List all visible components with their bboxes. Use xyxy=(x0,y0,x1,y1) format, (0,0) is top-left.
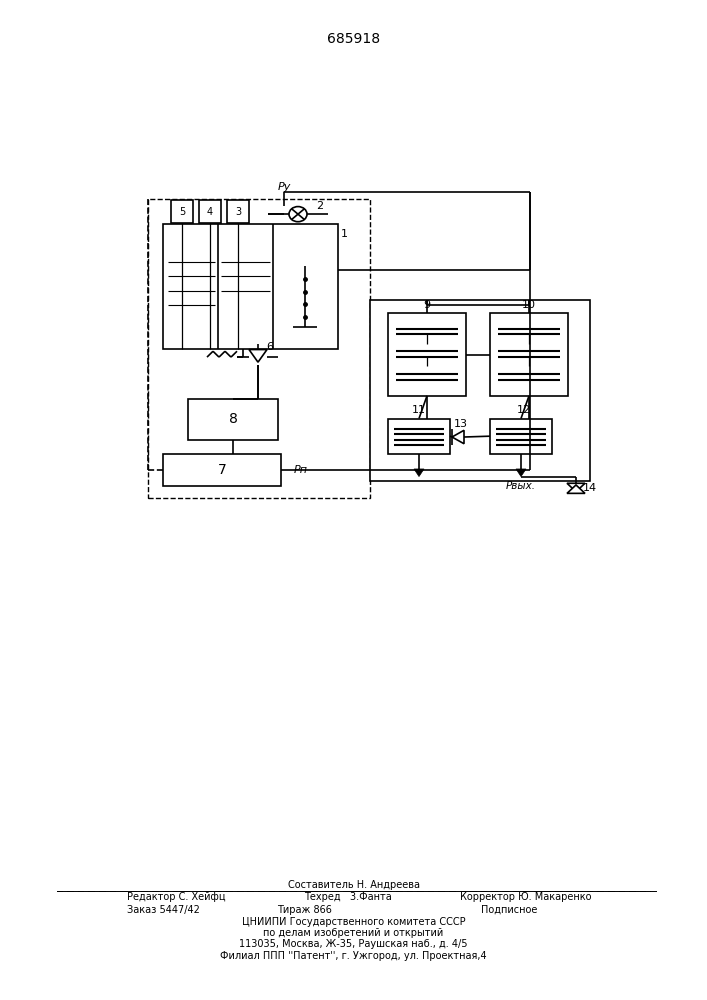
Bar xyxy=(370,300,590,481)
Text: ЦНИИПИ Государственного комитета СССР: ЦНИИПИ Государственного комитета СССР xyxy=(242,917,465,927)
Polygon shape xyxy=(452,430,464,444)
Text: 685918: 685918 xyxy=(327,32,380,46)
Text: Подписное: Подписное xyxy=(481,905,537,915)
Bar xyxy=(163,454,281,486)
Text: 1: 1 xyxy=(341,229,348,239)
Polygon shape xyxy=(567,485,585,493)
Text: 13: 13 xyxy=(454,419,468,429)
Text: Рвых.: Рвых. xyxy=(506,481,536,491)
Bar xyxy=(490,313,568,396)
Polygon shape xyxy=(516,469,526,477)
Bar xyxy=(227,200,249,223)
Text: 4: 4 xyxy=(207,207,213,217)
Text: 10: 10 xyxy=(522,300,536,310)
Polygon shape xyxy=(567,483,585,492)
Bar xyxy=(388,313,466,396)
Text: 11: 11 xyxy=(412,405,426,415)
Text: 9: 9 xyxy=(423,300,431,310)
Circle shape xyxy=(289,207,307,222)
Bar xyxy=(148,199,370,498)
Text: Корректор Ю. Макаренко: Корректор Ю. Макаренко xyxy=(460,892,591,902)
Bar xyxy=(199,200,221,223)
Text: Тираж 866: Тираж 866 xyxy=(276,905,332,915)
Text: 5: 5 xyxy=(179,207,185,217)
Text: 7: 7 xyxy=(218,463,226,477)
Text: Техред   3.Фанта: Техред 3.Фанта xyxy=(304,892,392,902)
Text: 3: 3 xyxy=(235,207,241,217)
Polygon shape xyxy=(414,469,424,477)
Bar xyxy=(188,399,278,440)
Text: Филиал ППП ''Патент'', г. Ужгород, ул. Проектная,4: Филиал ППП ''Патент'', г. Ужгород, ул. П… xyxy=(220,951,487,961)
Text: 14: 14 xyxy=(583,483,597,493)
Bar xyxy=(163,224,338,349)
Text: по делам изобретений и открытий: по делам изобретений и открытий xyxy=(264,928,443,938)
Polygon shape xyxy=(249,350,267,362)
Text: Составитель Н. Андреева: Составитель Н. Андреева xyxy=(288,880,419,890)
Text: Ру: Ру xyxy=(277,182,291,192)
Text: 2: 2 xyxy=(317,201,324,211)
Text: 8: 8 xyxy=(228,412,238,426)
Bar xyxy=(171,200,193,223)
Bar xyxy=(490,419,552,454)
Bar xyxy=(388,419,450,454)
Text: 12: 12 xyxy=(517,405,531,415)
Text: Заказ 5447/42: Заказ 5447/42 xyxy=(127,905,200,915)
Text: 113035, Москва, Ж-35, Раушская наб., д. 4/5: 113035, Москва, Ж-35, Раушская наб., д. … xyxy=(239,939,468,949)
Text: Рп: Рп xyxy=(294,465,308,475)
Text: 6: 6 xyxy=(267,342,274,352)
Text: Редактор С. Хейфц: Редактор С. Хейфц xyxy=(127,892,226,902)
